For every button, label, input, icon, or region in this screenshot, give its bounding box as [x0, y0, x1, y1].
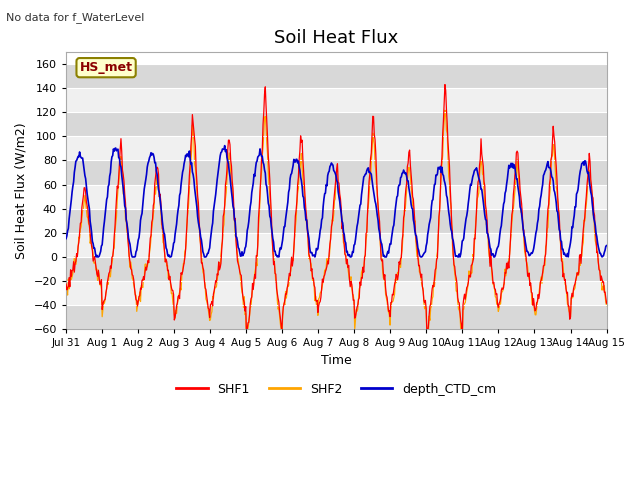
- Bar: [66, 281, 607, 305]
- Bar: [66, 233, 607, 257]
- X-axis label: Time: Time: [321, 354, 352, 367]
- Bar: [66, 136, 607, 160]
- Title: Soil Heat Flux: Soil Heat Flux: [274, 29, 399, 48]
- Bar: [66, 257, 607, 281]
- Bar: [66, 112, 607, 136]
- Bar: [66, 64, 607, 88]
- Text: HS_met: HS_met: [79, 61, 132, 74]
- Bar: [66, 160, 607, 184]
- Bar: [66, 305, 607, 329]
- Y-axis label: Soil Heat Flux (W/m2): Soil Heat Flux (W/m2): [15, 122, 28, 259]
- Bar: [66, 209, 607, 233]
- Bar: [66, 88, 607, 112]
- Legend: SHF1, SHF2, depth_CTD_cm: SHF1, SHF2, depth_CTD_cm: [172, 378, 501, 401]
- Bar: [66, 184, 607, 209]
- Text: No data for f_WaterLevel: No data for f_WaterLevel: [6, 12, 145, 23]
